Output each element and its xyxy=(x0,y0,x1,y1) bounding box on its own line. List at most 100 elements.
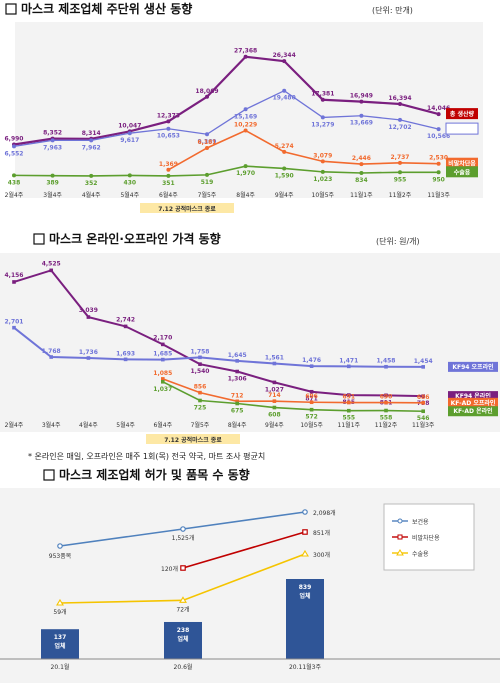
section1-header: 마스크 제조업체 주단위 생산 동향 (단위: 만개) xyxy=(5,1,413,16)
x-tick-label: 6월4주 xyxy=(153,421,172,429)
x-tick-label: 7월5주 xyxy=(198,191,217,199)
data-point xyxy=(398,101,402,106)
data-point xyxy=(347,400,351,405)
data-label: 6,990 xyxy=(5,136,24,143)
x-tick-label: 3월4주 xyxy=(42,421,61,429)
data-label: 72개 xyxy=(176,605,189,613)
data-label: 6,181 xyxy=(198,139,217,146)
data-point xyxy=(243,164,248,169)
data-point xyxy=(421,401,425,405)
data-point xyxy=(421,365,425,369)
data-label: 1,768 xyxy=(42,348,61,355)
legend-label: 보건용 xyxy=(412,518,429,526)
x-tick-label: 2월4주 xyxy=(5,191,24,199)
data-point xyxy=(89,173,94,178)
data-label: 15,169 xyxy=(234,113,257,120)
data-label: 1,525개 xyxy=(172,534,195,542)
data-label: 714 xyxy=(268,392,281,399)
x-tick-label: 4월4주 xyxy=(79,421,98,429)
data-point xyxy=(272,399,277,403)
data-label: 10,566 xyxy=(427,133,450,140)
section2-header: 마스크 온라인·오프라인 가격 동향 (단위: 원/개) xyxy=(33,231,420,246)
legend-label: KF-AD 오프라인 xyxy=(451,399,496,407)
bar xyxy=(286,579,324,659)
series-line-KF94 온라인 xyxy=(13,269,424,398)
data-label: 13,669 xyxy=(350,120,373,127)
data-label: 120개 xyxy=(161,565,178,573)
bar-label-count: 238 xyxy=(177,627,190,634)
data-point xyxy=(123,357,128,362)
data-point xyxy=(320,159,325,164)
bar-label-unit: 업체 xyxy=(177,635,189,643)
data-point xyxy=(166,173,171,178)
data-point xyxy=(384,400,388,405)
data-label: 351 xyxy=(162,180,175,187)
data-label: 2,530 xyxy=(429,155,448,162)
legend-label: 비말차단용 xyxy=(448,160,476,168)
legend-tag xyxy=(448,391,498,402)
annotation-label: 7.12 공적마스크 종료 xyxy=(158,205,216,213)
data-label: 10,229 xyxy=(234,122,257,129)
data-label: 7,963 xyxy=(43,144,62,151)
legend-tag xyxy=(448,397,498,408)
data-label: 27,368 xyxy=(234,48,257,55)
data-point xyxy=(302,529,308,535)
data-label: 1,685 xyxy=(153,351,172,358)
data-point xyxy=(161,377,165,381)
data-label: 17,381 xyxy=(311,91,334,98)
data-label: 1,306 xyxy=(228,376,247,383)
data-label: 1,085 xyxy=(153,370,172,377)
data-point xyxy=(12,144,16,149)
data-label: 856 xyxy=(194,384,207,391)
series-line-KF-AD 온라인 xyxy=(162,381,424,413)
data-label: 1,758 xyxy=(191,348,210,355)
data-label: 438 xyxy=(8,179,21,186)
data-point xyxy=(436,112,441,117)
data-point xyxy=(309,400,314,405)
data-label: 1,471 xyxy=(339,357,358,364)
x-tick-label: 10월5주 xyxy=(312,191,335,199)
checkbox-icon xyxy=(33,233,45,245)
data-label: 608 xyxy=(268,412,281,419)
x-tick-label: 20.1월 xyxy=(51,663,70,671)
bar xyxy=(164,621,202,659)
data-point xyxy=(12,325,16,330)
annotation-label: 7.12 공적마스크 종료 xyxy=(164,436,222,444)
bar xyxy=(41,629,79,659)
data-point xyxy=(272,361,277,366)
data-point xyxy=(49,268,53,273)
data-point xyxy=(198,355,202,360)
data-point xyxy=(180,565,186,571)
data-point xyxy=(161,379,165,384)
data-point xyxy=(166,126,171,131)
x-tick-label: 4월4주 xyxy=(82,191,101,199)
data-point xyxy=(320,115,325,120)
x-tick-label: 8월4주 xyxy=(236,191,255,199)
data-label: 1,645 xyxy=(228,352,247,359)
x-tick-label: 6월4주 xyxy=(159,191,178,199)
data-point xyxy=(127,131,132,136)
data-label: 1,590 xyxy=(275,172,294,179)
data-point xyxy=(282,88,287,93)
x-tick-label: 10월5주 xyxy=(300,421,323,429)
legend-marker xyxy=(397,518,403,524)
series-line-KF94 오프라인 xyxy=(13,326,424,368)
x-tick-label: 11월1주 xyxy=(338,421,361,429)
data-label: 13,279 xyxy=(311,121,334,128)
data-point xyxy=(198,398,202,403)
data-label: 686 xyxy=(417,394,430,401)
data-label: 389 xyxy=(46,180,59,187)
data-label: 1,561 xyxy=(265,355,284,362)
legend-tag xyxy=(446,157,478,169)
data-label: 14,046 xyxy=(427,105,450,112)
data-label: 300개 xyxy=(313,551,330,559)
data-point xyxy=(272,380,277,385)
data-label: 5,274 xyxy=(275,143,294,150)
data-label: 6,552 xyxy=(5,150,24,157)
data-point xyxy=(166,119,171,124)
data-label: 1,454 xyxy=(414,358,433,365)
data-label: 871 xyxy=(305,396,318,403)
data-point xyxy=(180,526,186,532)
data-label: 696 xyxy=(305,393,318,400)
